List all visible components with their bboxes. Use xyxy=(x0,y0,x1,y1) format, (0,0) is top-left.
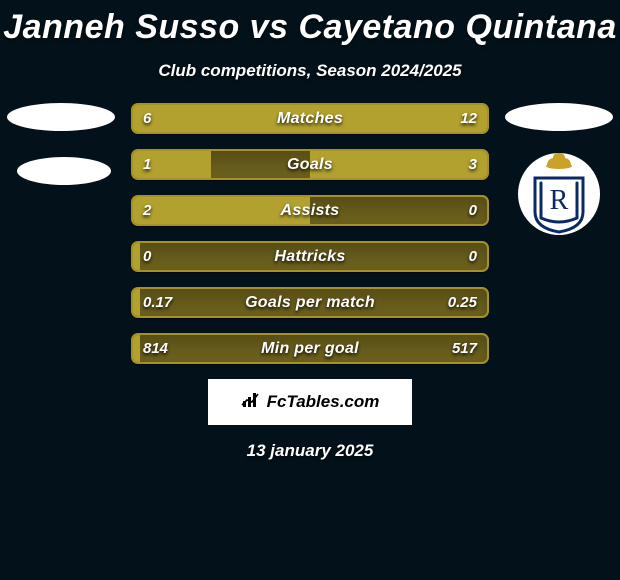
stat-bar: 814517Min per goal xyxy=(131,333,489,364)
page-title: Janneh Susso vs Cayetano Quintana xyxy=(0,0,620,47)
player-avatar-placeholder xyxy=(505,103,613,131)
stat-label: Hattricks xyxy=(133,243,487,270)
stat-label: Goals per match xyxy=(133,289,487,316)
stat-label: Matches xyxy=(133,105,487,132)
stat-bar: 612Matches xyxy=(131,103,489,134)
left-player-avatars xyxy=(7,103,115,185)
stat-bar: 0.170.25Goals per match xyxy=(131,287,489,318)
comparison-stage: R 612Matches 13Goals 20Assists 00Hattricks 0… xyxy=(0,103,620,364)
date-line: 13 january 2025 xyxy=(0,441,620,461)
svg-text:R: R xyxy=(550,185,569,216)
right-player-avatars: R xyxy=(505,103,613,235)
stat-bars: 612Matches 13Goals 20Assists 00Hattricks 0.1… xyxy=(131,103,489,364)
club-crest: R xyxy=(518,153,600,235)
stat-bar: 00Hattricks xyxy=(131,241,489,272)
subtitle: Club competitions, Season 2024/2025 xyxy=(0,61,620,81)
stat-label: Assists xyxy=(133,197,487,224)
stat-bar: 20Assists xyxy=(131,195,489,226)
stat-bar: 13Goals xyxy=(131,149,489,180)
footer-brand-badge: FcTables.com xyxy=(208,379,412,425)
stat-label: Min per goal xyxy=(133,335,487,362)
club-crest-placeholder xyxy=(17,157,111,185)
bar-chart-icon xyxy=(241,391,263,414)
player-avatar-placeholder xyxy=(7,103,115,131)
stat-label: Goals xyxy=(133,151,487,178)
footer-brand-text: FcTables.com xyxy=(267,392,380,412)
